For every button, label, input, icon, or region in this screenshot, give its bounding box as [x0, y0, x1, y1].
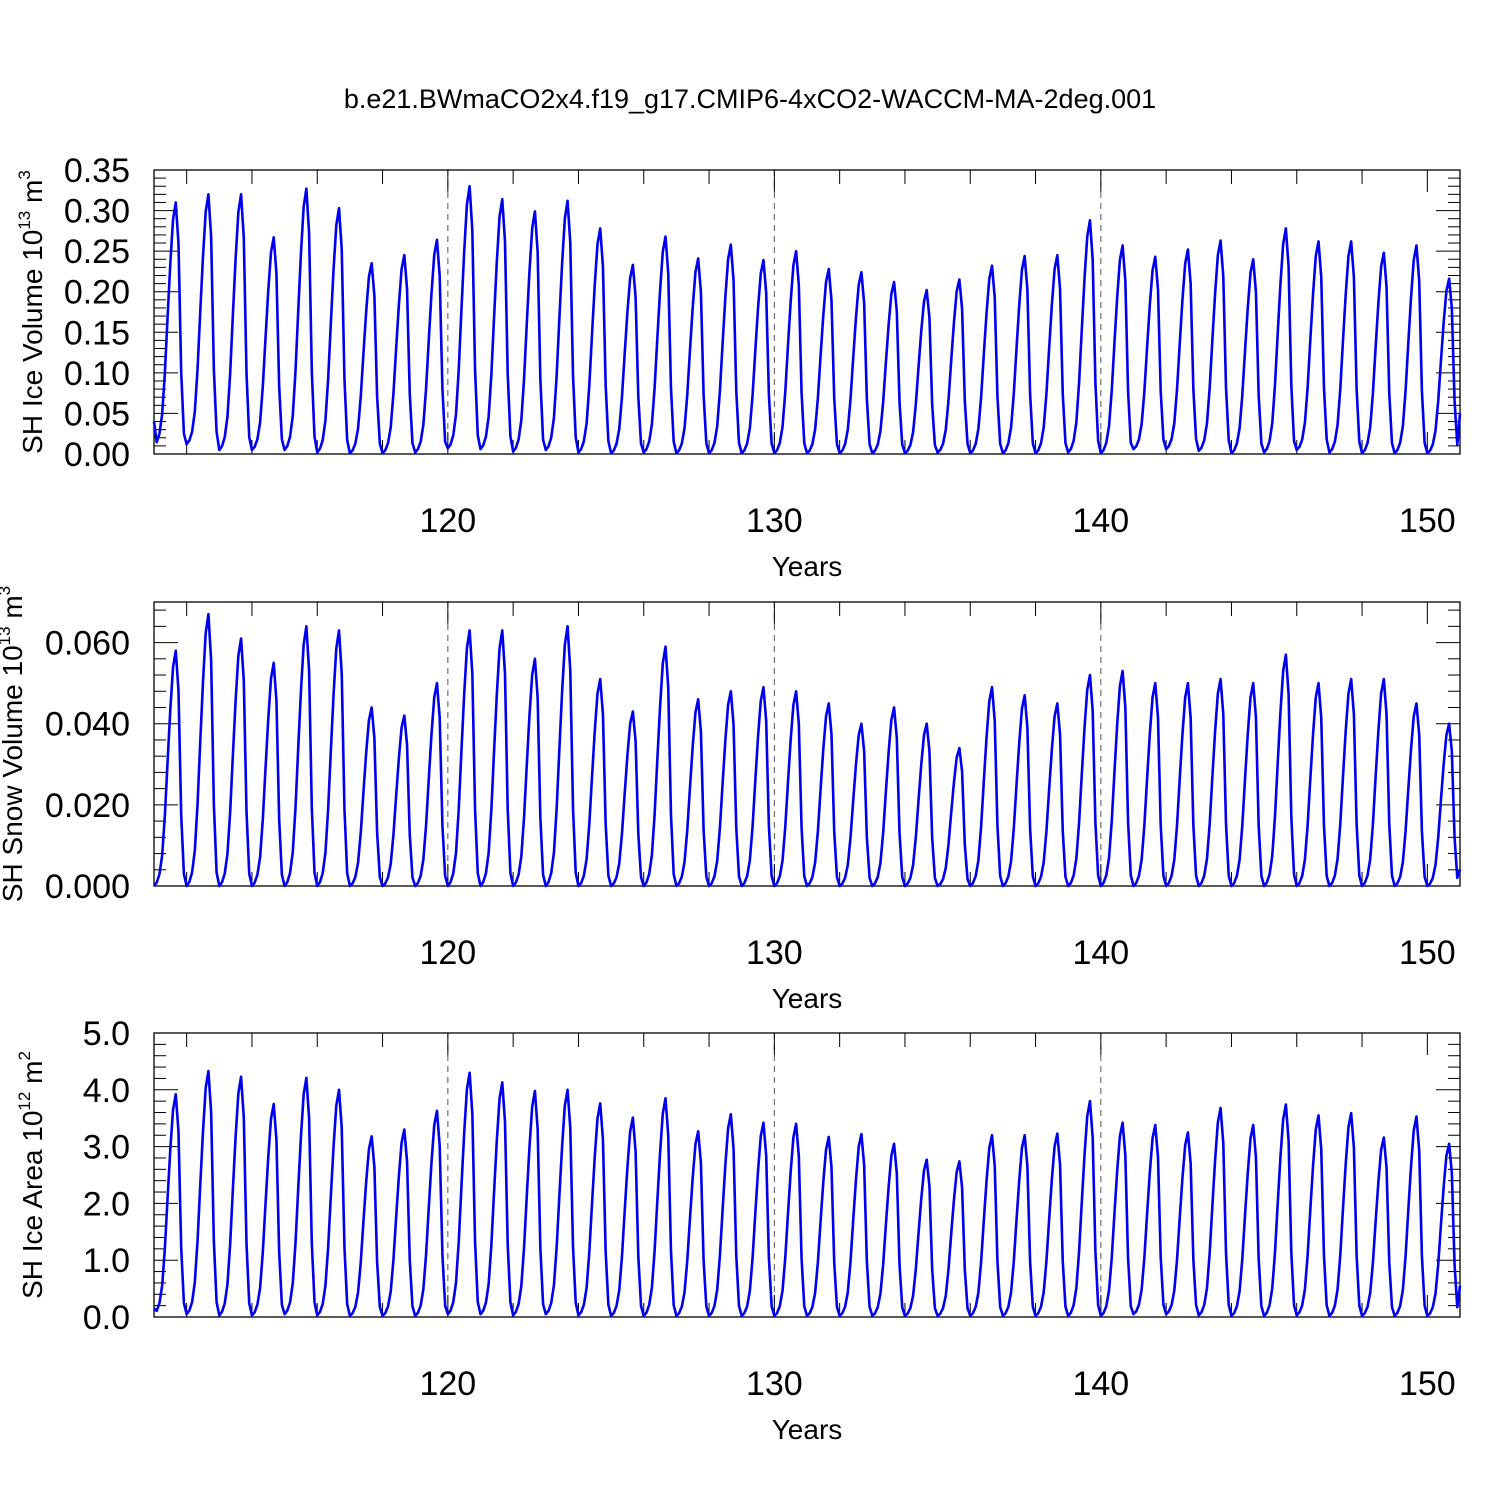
x-tick-label: 130: [746, 934, 803, 972]
series-line-snow-volume: [152, 612, 1462, 888]
y-tick-label: 0.35: [64, 152, 130, 190]
y-tick-label: 1.0: [83, 1242, 130, 1280]
x-tick-label: 150: [1399, 934, 1456, 972]
y-tick-label: 0.25: [64, 233, 130, 271]
x-tick-label: 120: [419, 1365, 476, 1403]
y-axis-label: SH Snow Volume 1013 m3: [0, 586, 28, 902]
panel-ice-volume: 0.000.050.100.150.200.250.300.35 120 130 14…: [15, 152, 1462, 582]
x-axis-label: Years: [772, 983, 843, 1014]
x-tick-label: 130: [746, 502, 803, 540]
x-tick-label: 150: [1399, 1365, 1456, 1403]
x-tick-label: 150: [1399, 502, 1456, 540]
panel-snow-volume: 0.000 0.020 0.040 0.060 120 130 140 150 Years SH …: [0, 586, 1462, 1014]
x-tick-label: 140: [1072, 502, 1129, 540]
y-tick-label: 3.0: [83, 1129, 130, 1167]
x-tick-label: 140: [1072, 1365, 1129, 1403]
x-tick-label: 120: [419, 934, 476, 972]
y-tick-label: 0.15: [64, 314, 130, 352]
y-axis-label: SH Ice Area 1012 m2: [15, 1051, 48, 1299]
x-axis-label: Years: [772, 551, 843, 582]
y-tick-label: 0.05: [64, 395, 130, 433]
x-tick-label: 120: [419, 502, 476, 540]
y-tick-label: 0.000: [45, 868, 130, 906]
y-tick-label: 5.0: [83, 1015, 130, 1053]
y-tick-label: 0.30: [64, 193, 130, 231]
y-tick-label: 0.10: [64, 355, 130, 393]
x-tick-label: 140: [1072, 934, 1129, 972]
x-tick-label: 130: [746, 1365, 803, 1403]
y-tick-label: 0.20: [64, 274, 130, 312]
figure-title: b.e21.BWmaCO2x4.f19_g17.CMIP6-4xCO2-WACC…: [344, 84, 1156, 114]
y-tick-label: 2.0: [83, 1185, 130, 1223]
y-tick-label: 4.0: [83, 1072, 130, 1110]
y-axis-label: SH Ice Volume 1013 m3: [15, 170, 48, 454]
series-line-ice-area: [153, 1069, 1462, 1318]
series-line-ice-volume: [152, 184, 1462, 455]
panel-ice-area: 0.0 1.0 2.0 3.0 4.0 5.0 120 130 140 150 Years SH Ic…: [15, 1015, 1462, 1445]
y-tick-label: 0.00: [64, 436, 130, 474]
y-tick-label: 0.060: [45, 625, 130, 663]
x-axis-label: Years: [772, 1414, 843, 1445]
y-tick-label: 0.040: [45, 706, 130, 744]
y-tick-label: 0.020: [45, 787, 130, 825]
y-tick-label: 0.0: [83, 1299, 130, 1337]
